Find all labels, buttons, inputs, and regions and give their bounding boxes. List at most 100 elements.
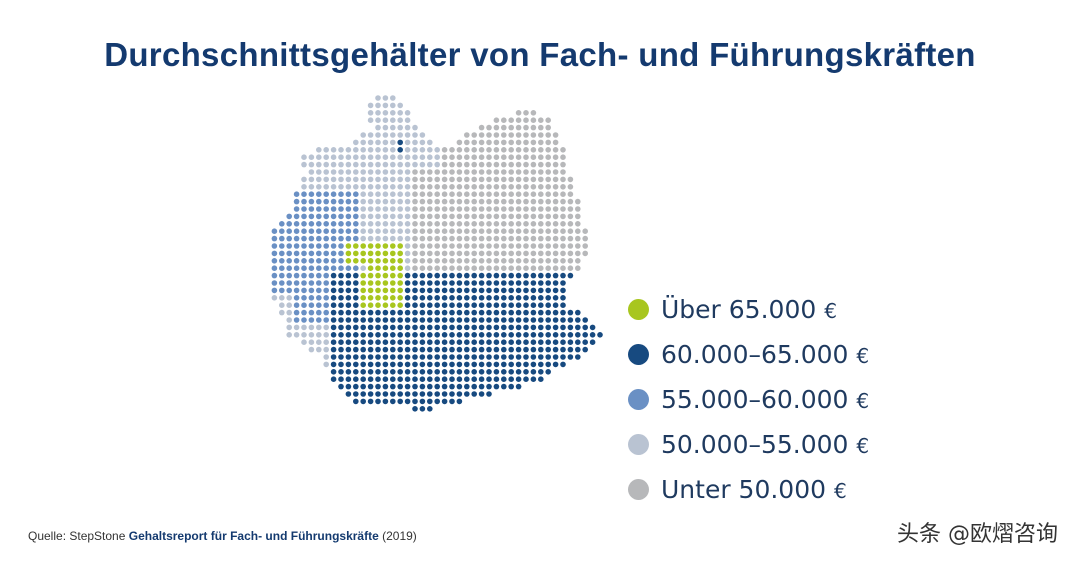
map-dot <box>301 324 307 331</box>
map-dot <box>353 228 359 234</box>
map-dot <box>582 324 588 331</box>
legend-item-55000-60000: 55.000–60.000 € <box>628 377 869 422</box>
map-dot <box>360 376 366 383</box>
map-dot <box>434 383 440 390</box>
map-dot <box>545 287 551 294</box>
map-dot <box>308 287 315 294</box>
map-dot <box>508 272 514 279</box>
map-dot <box>397 346 403 353</box>
map-dot <box>508 361 514 368</box>
map-dot <box>486 147 492 153</box>
map-dot <box>375 161 381 168</box>
map-dot <box>360 132 366 138</box>
map-dot <box>427 265 433 271</box>
map-dot <box>323 228 329 234</box>
map-dot <box>397 369 403 375</box>
map-dot <box>501 339 507 345</box>
map-dot <box>538 354 544 360</box>
map-dot <box>560 147 566 153</box>
map-dot <box>515 176 522 183</box>
map-dot <box>530 295 537 301</box>
map-dot <box>478 154 485 160</box>
map-dot <box>464 139 470 146</box>
map-dot <box>538 250 544 257</box>
map-dot <box>538 169 544 175</box>
map-dot <box>567 324 574 331</box>
map-dot <box>552 250 559 257</box>
map-dot <box>301 176 307 183</box>
map-dot <box>397 287 403 294</box>
map-dot <box>330 147 337 153</box>
map-dot <box>412 302 418 308</box>
map-dot <box>508 176 514 183</box>
map-dot <box>360 191 366 197</box>
map-dot <box>449 332 455 338</box>
map-dot <box>382 154 389 160</box>
map-dot <box>508 206 514 212</box>
map-dot <box>293 272 300 279</box>
map-dot <box>545 369 551 375</box>
map-dot <box>404 354 411 360</box>
map-dot <box>560 161 566 168</box>
map-dot <box>404 191 411 197</box>
map-dot <box>301 265 307 271</box>
map-dot <box>501 250 507 257</box>
map-dot <box>493 287 500 294</box>
map-dot <box>434 398 440 405</box>
map-dot <box>345 324 352 331</box>
map-dot <box>486 317 492 323</box>
map-dot <box>412 243 418 249</box>
map-dot <box>515 302 522 308</box>
map-dot <box>412 280 418 286</box>
map-dot <box>382 95 389 101</box>
map-dot <box>471 295 477 301</box>
map-dot <box>367 243 374 249</box>
map-dot <box>552 206 559 212</box>
map-dot <box>464 235 470 242</box>
map-dot <box>293 309 300 316</box>
map-dot <box>560 309 566 316</box>
map-dot <box>456 391 463 397</box>
map-dot <box>382 339 389 345</box>
map-dot <box>367 346 374 353</box>
map-dot <box>390 361 396 368</box>
map-dot <box>449 198 455 205</box>
map-dot <box>523 243 529 249</box>
map-dot <box>567 243 574 249</box>
map-dot <box>323 161 329 168</box>
map-dot <box>545 309 551 316</box>
map-dot <box>293 198 300 205</box>
map-dot <box>338 243 344 249</box>
map-dot <box>478 258 485 264</box>
map-dot <box>523 250 529 257</box>
map-dot <box>501 191 507 197</box>
map-dot <box>464 280 470 286</box>
map-dot <box>345 332 352 338</box>
map-dot <box>404 383 411 390</box>
map-dot <box>308 295 315 301</box>
map-dot <box>449 317 455 323</box>
map-dot <box>375 250 381 257</box>
map-dot <box>308 176 315 183</box>
map-dot <box>353 154 359 160</box>
map-dot <box>478 383 485 390</box>
map-dot <box>316 295 322 301</box>
map-dot <box>345 235 352 242</box>
map-dot <box>323 280 329 286</box>
map-dot <box>441 235 448 242</box>
map-dot <box>404 110 411 116</box>
map-dot <box>382 206 389 212</box>
map-dot <box>508 154 514 160</box>
map-dot <box>478 391 485 397</box>
map-dot <box>493 191 500 197</box>
map-dot <box>508 213 514 220</box>
map-dot <box>501 272 507 279</box>
map-dot <box>338 176 344 183</box>
map-dot <box>523 176 529 183</box>
map-dot <box>441 228 448 234</box>
map-dot <box>545 339 551 345</box>
map-dot <box>552 346 559 353</box>
map-dot <box>464 184 470 190</box>
map-dot <box>471 272 477 279</box>
map-dot <box>449 391 455 397</box>
